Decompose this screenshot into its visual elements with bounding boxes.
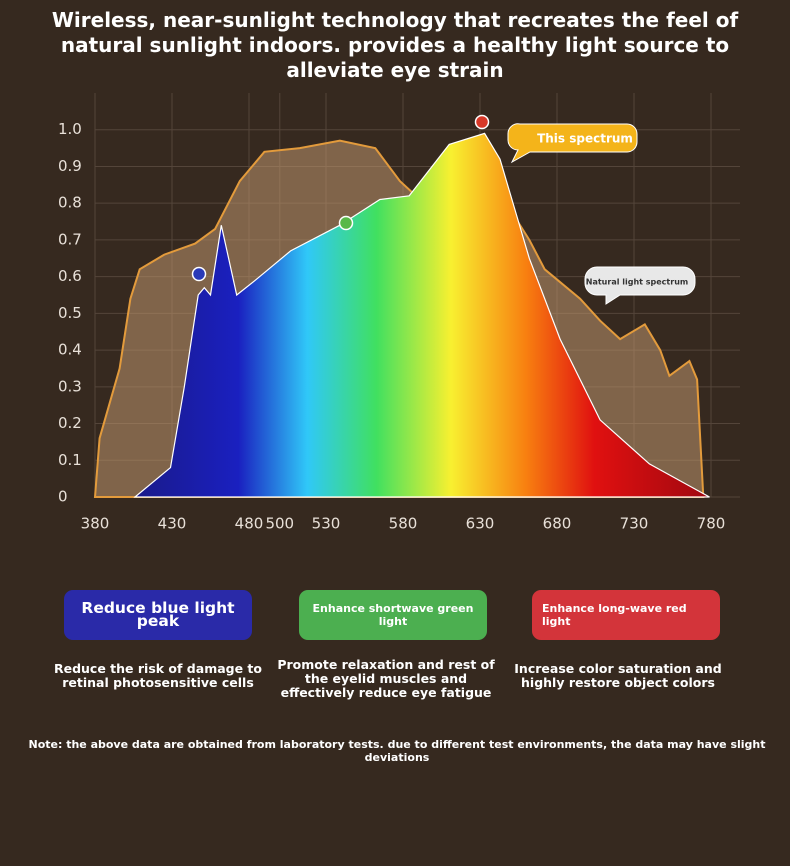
y-tick-label: 1.0: [58, 120, 82, 138]
legend-label: This spectrum: [537, 132, 633, 146]
y-tick-label: 0.1: [58, 451, 82, 469]
x-tick-label: 580: [389, 515, 418, 533]
x-tick-label: 780: [697, 515, 726, 533]
x-tick-label: 480: [235, 515, 264, 533]
x-tick-label: 380: [81, 515, 110, 533]
area: [133, 132, 710, 498]
x-tick-label: 530: [312, 515, 341, 533]
feature-title: Reduce blue light peak: [64, 590, 252, 640]
chart-title: Wireless, near-sunlight technology that …: [51, 8, 739, 82]
x-tick-label: 730: [620, 515, 649, 533]
x-tick-label: 680: [543, 515, 572, 533]
y-tick-label: 0.9: [58, 157, 82, 175]
feature-text: Increase color saturation and highly res…: [514, 661, 722, 690]
y-tick-label: 0.4: [58, 341, 82, 359]
y-tick-label: 0.2: [58, 414, 82, 432]
note: Note: the above data are obtained from l…: [28, 738, 766, 764]
feature-title: Enhance long-wave red light: [532, 590, 720, 640]
y-tick-label: 0.3: [58, 377, 82, 395]
feature-text: Reduce the risk of damage to retinal pho…: [53, 661, 262, 690]
highlight-dot: [191, 266, 207, 282]
feature-text: Promote relaxation and rest of the eyeli…: [277, 657, 495, 700]
legend-label: Natural light spectrum: [586, 278, 688, 287]
feature-title: Enhance shortwave green light: [299, 590, 487, 640]
highlight-dot: [474, 114, 490, 130]
legend-bubble: [507, 123, 638, 164]
y-tick-label: 0.6: [58, 267, 82, 285]
highlight-dot: [338, 215, 354, 231]
legend-bubble: [584, 266, 696, 305]
x-tick-label: 430: [158, 515, 187, 533]
y-tick-label: 0.7: [58, 230, 82, 248]
y-tick-label: 0.5: [58, 304, 82, 322]
y-tick-label: 0.8: [58, 194, 82, 212]
y-tick-label: 0: [58, 488, 68, 506]
x-tick-label: 500: [265, 515, 294, 533]
x-tick-label: 630: [466, 515, 495, 533]
